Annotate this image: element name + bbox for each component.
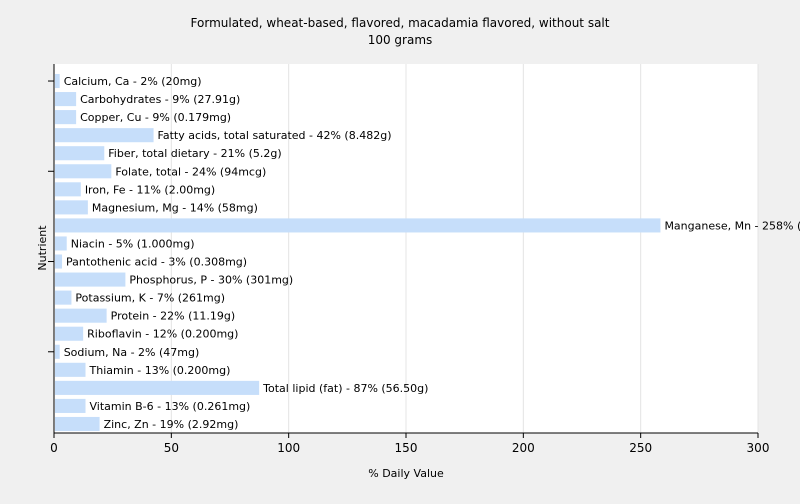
- bar-label: Protein - 22% (11.19g): [111, 310, 236, 323]
- bar-label: Iron, Fe - 11% (2.00mg): [85, 183, 215, 196]
- axes: 0 50 100 150 200 250 300: [48, 64, 769, 455]
- y-axis-label: Nutrient: [36, 225, 49, 271]
- bar-label: Carbohydrates - 9% (27.91g): [80, 93, 240, 106]
- x-tick-label: 200: [512, 441, 535, 455]
- grid-lines: [54, 64, 759, 433]
- bar: [55, 200, 88, 215]
- bar-label: Fatty acids, total saturated - 42% (8.48…: [158, 129, 392, 142]
- x-tick-label: 250: [629, 441, 652, 455]
- bar-label: Folate, total - 24% (94mcg): [115, 165, 266, 178]
- bar: [55, 92, 77, 107]
- bar: [55, 218, 661, 233]
- bar-label: Calcium, Ca - 2% (20mg): [64, 75, 202, 88]
- bar: [55, 236, 67, 251]
- bar-label: Fiber, total dietary - 21% (5.2g): [108, 147, 281, 160]
- bar-label: Magnesium, Mg - 14% (58mg): [92, 201, 258, 214]
- bar: [55, 362, 86, 377]
- bar-label: Zinc, Zn - 19% (2.92mg): [104, 418, 239, 431]
- bar-label: Total lipid (fat) - 87% (56.50g): [262, 382, 428, 395]
- bar-label: Copper, Cu - 9% (0.179mg): [80, 111, 231, 124]
- bar-label: Potassium, K - 7% (261mg): [75, 292, 225, 305]
- bars: Calcium, Ca - 2% (20mg) Carbohydrates - 9…: [55, 73, 800, 432]
- x-tick-label: 100: [277, 441, 300, 455]
- bar-label: Vitamin B-6 - 13% (0.261mg): [90, 400, 251, 413]
- bar: [55, 146, 105, 161]
- bar: [55, 128, 154, 143]
- chart-subtitle: 100 grams: [368, 33, 433, 47]
- x-axis-label: % Daily Value: [368, 467, 444, 480]
- bar: [55, 308, 107, 323]
- bar-label: Pantothenic acid - 3% (0.308mg): [66, 256, 247, 269]
- bar-label: Thiamin - 13% (0.200mg): [89, 364, 231, 377]
- bar: [55, 73, 60, 89]
- x-tick-label: 0: [50, 441, 58, 455]
- bar-label: Riboflavin - 12% (0.200mg): [87, 328, 238, 341]
- x-tick-label: 50: [164, 441, 179, 455]
- bar-label: Niacin - 5% (1.000mg): [71, 237, 195, 250]
- bar: [55, 272, 126, 287]
- bar: [55, 254, 63, 269]
- bar-label: Manganese, Mn - 258% (5.155mg): [664, 219, 800, 232]
- bar: [55, 110, 77, 125]
- bar: [55, 290, 72, 305]
- x-tick-label: 300: [747, 441, 770, 455]
- x-tick-label: 150: [395, 441, 418, 455]
- bar-label: Phosphorus, P - 30% (301mg): [129, 274, 293, 287]
- bar: [55, 380, 260, 395]
- bar: [55, 164, 112, 179]
- chart-title: Formulated, wheat-based, flavored, macad…: [191, 16, 610, 30]
- bar: [55, 398, 86, 413]
- bar: [55, 326, 84, 341]
- bar: [55, 416, 100, 432]
- bar: [55, 182, 81, 197]
- bar: [55, 344, 60, 359]
- bar-label: Sodium, Na - 2% (47mg): [64, 346, 200, 359]
